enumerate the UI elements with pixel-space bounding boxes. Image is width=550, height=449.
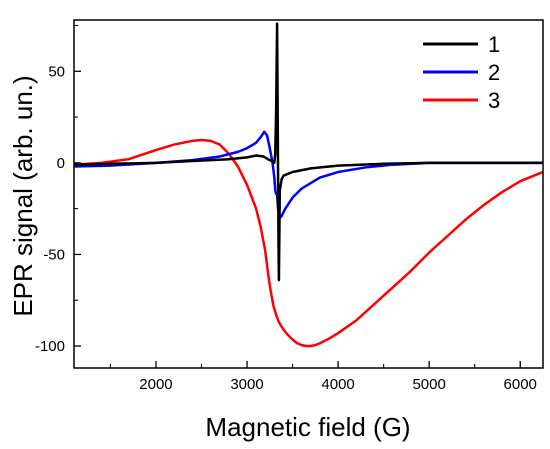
legend-label-3: 3: [488, 88, 500, 113]
series-lines: [74, 22, 543, 348]
x-tick-label: 4000: [321, 376, 354, 393]
x-tick-label: 6000: [504, 376, 537, 393]
y-axis-title: EPR signal (arb. un.): [8, 75, 38, 316]
plot-frame: [73, 19, 544, 369]
x-tick-label: 3000: [230, 376, 263, 393]
y-tick-label: -100: [35, 338, 65, 355]
x-tick-label: 5000: [412, 376, 445, 393]
series-line-3: [74, 138, 543, 348]
legend-label-1: 1: [488, 32, 500, 57]
series-line-2: [74, 130, 543, 220]
x-axis-title: Magnetic field (G): [205, 412, 410, 442]
legend: 1 2 3: [423, 32, 500, 113]
tick-marks: [74, 24, 521, 368]
y-tick-label: -50: [43, 246, 65, 263]
legend-label-2: 2: [488, 60, 500, 85]
tick-labels: 2000 3000 4000 5000 6000 -100 -50 0 50: [35, 63, 537, 393]
series-line-1: [74, 22, 543, 282]
x-tick-label: 2000: [139, 376, 172, 393]
y-tick-label: 50: [48, 63, 65, 80]
y-tick-label: 0: [57, 155, 65, 172]
